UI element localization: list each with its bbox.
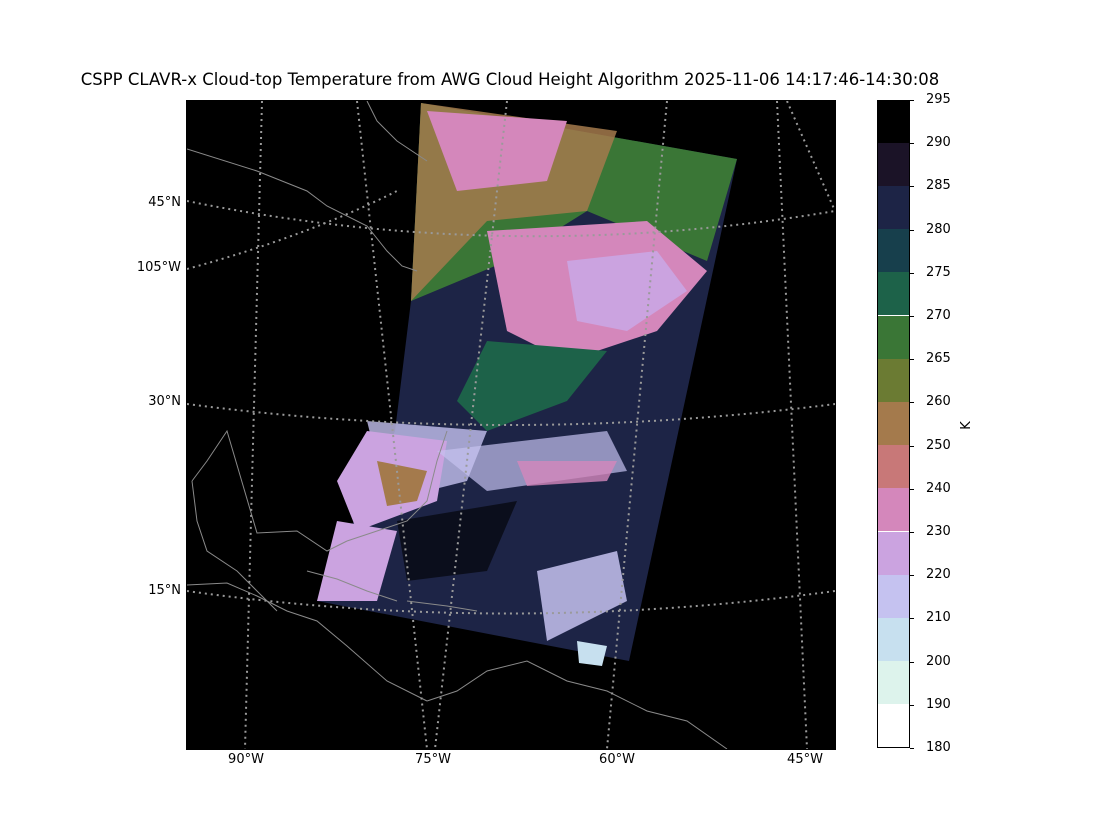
colorbar-tick-mark (910, 272, 914, 274)
colorbar-segment (878, 488, 909, 532)
colorbar-segment (878, 272, 909, 316)
graticule (187, 101, 835, 749)
colorbar-tick-label: 280 (926, 221, 951, 237)
colorbar-tick-mark (910, 100, 914, 101)
colorbar-tick-label: 270 (926, 308, 951, 323)
colorbar-segment (878, 574, 909, 618)
lon-label-45w: 45°W (787, 752, 823, 767)
colorbar-tick-label: 230 (926, 524, 951, 539)
colorbar-tick-label: 265 (926, 351, 951, 367)
colorbar-tick-label: 260 (926, 394, 951, 410)
colorbar-tick-label: 275 (926, 264, 951, 280)
lat-label-15n: 15°N (148, 583, 181, 598)
colorbar-tick-label: 200 (926, 653, 951, 669)
colorbar-tick-mark (910, 143, 914, 145)
colorbar-tick-label: 210 (926, 610, 951, 626)
map-canvas (187, 101, 835, 749)
colorbar-tick-mark (910, 748, 914, 749)
colorbar-segment (878, 142, 909, 186)
colorbar-tick-mark (910, 575, 914, 577)
colorbar-tick-label: 295 (926, 92, 951, 107)
lon-label-105w: 105°W (136, 260, 181, 275)
lon-label-60w: 60°W (599, 752, 635, 767)
colorbar-segment (878, 99, 909, 143)
colorbar-tick-label: 285 (926, 178, 951, 194)
chart-title: CSPP CLAVR-x Cloud-top Temperature from … (80, 70, 940, 89)
cloud-swath (317, 103, 737, 666)
colorbar-tick-label: 220 (926, 567, 951, 583)
colorbar-segment (878, 401, 909, 446)
colorbar-tick-mark (910, 186, 914, 188)
colorbar-tick-mark (910, 316, 914, 317)
coastlines (187, 101, 728, 749)
colorbar-segment (878, 358, 909, 402)
colorbar-segment (878, 185, 909, 230)
colorbar-tick-mark (910, 661, 914, 663)
lon-label-75w: 75°W (415, 752, 451, 767)
colorbar-tick-mark (910, 229, 914, 231)
colorbar-tick-mark (910, 704, 914, 706)
lat-label-45n: 45°N (148, 195, 181, 210)
colorbar-tick-mark (910, 532, 914, 533)
colorbar-unit-label: K (958, 421, 974, 430)
map-panel (186, 100, 836, 750)
colorbar-segment (878, 617, 909, 662)
colorbar-tick-mark (910, 402, 914, 404)
colorbar-segment (878, 661, 909, 705)
colorbar-segment (878, 315, 909, 359)
colorbar-tick-label: 180 (926, 740, 951, 755)
colorbar-tick-label: 290 (926, 135, 951, 151)
colorbar-segment (878, 531, 909, 575)
colorbar-tick-label: 250 (926, 437, 951, 453)
lat-label-30n: 30°N (148, 394, 181, 409)
colorbar-tick-label: 190 (926, 696, 951, 712)
colorbar-tick-mark (910, 359, 914, 361)
colorbar-segment (878, 229, 909, 273)
colorbar-tick-label: 240 (926, 480, 951, 496)
colorbar-segment (878, 445, 909, 489)
lon-label-90w: 90°W (228, 752, 264, 767)
colorbar-tick-mark (910, 488, 914, 490)
colorbar (877, 99, 910, 748)
colorbar-tick-mark (910, 618, 914, 620)
colorbar-tick-mark (910, 445, 914, 447)
colorbar-segment (878, 704, 909, 748)
